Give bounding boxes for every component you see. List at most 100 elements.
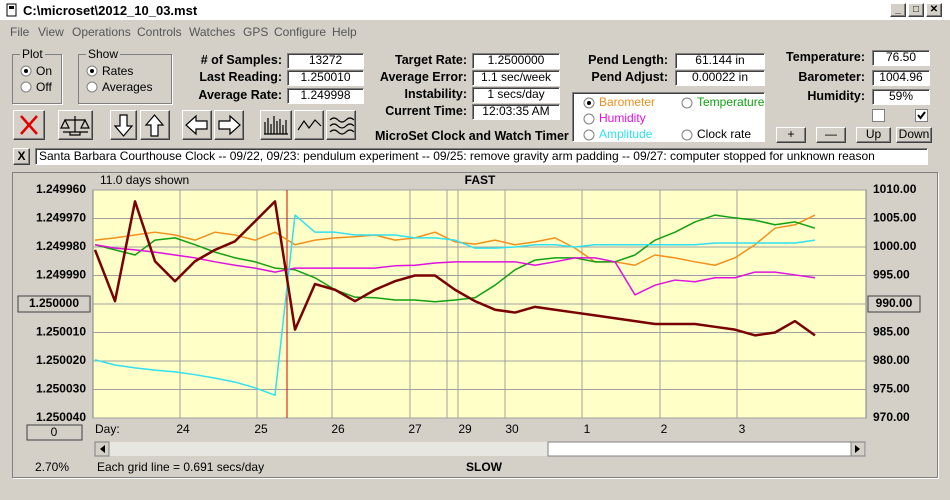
- offset-label: 0: [51, 425, 58, 439]
- radio-circle[interactable]: [20, 81, 32, 93]
- checkbox: [872, 109, 885, 122]
- icon-shape: [297, 119, 322, 131]
- tick-button[interactable]: [867, 295, 921, 313]
- field-label: Temperature:: [786, 50, 865, 64]
- radio-button: [681, 97, 693, 109]
- notes-field[interactable]: Santa Barbara Courthouse Clock -- 09/22,…: [35, 148, 928, 165]
- x-tick-label: 1: [584, 422, 591, 436]
- field-value: 61.144 in: [675, 53, 765, 69]
- side-button[interactable]: Up: [856, 127, 891, 143]
- x-tick-label: 26: [331, 422, 345, 436]
- field-value: 1 secs/day: [472, 87, 560, 103]
- series-line: [94, 214, 816, 396]
- radio-label[interactable]: Rates: [102, 64, 134, 78]
- close-button[interactable]: ✕: [926, 3, 942, 17]
- field-label: Instability:: [404, 87, 467, 101]
- legend-entry[interactable]: Humidity: [599, 111, 646, 125]
- radio-button: [583, 129, 595, 141]
- field-label: Pend Length:: [588, 53, 668, 67]
- menu-item[interactable]: File: [10, 25, 30, 39]
- checkbox-box[interactable]: [872, 109, 885, 122]
- side-button[interactable]: +: [776, 127, 806, 143]
- side-button[interactable]: Down: [896, 127, 932, 143]
- x-tick-label: 3: [739, 422, 746, 436]
- menu-item[interactable]: Operations: [72, 25, 131, 39]
- field-label: Humidity:: [807, 89, 865, 103]
- maximize-button[interactable]: □: [908, 3, 924, 17]
- menu-item[interactable]: Configure: [274, 25, 327, 39]
- field-value: 1.250010: [287, 70, 364, 86]
- radio-dot: [90, 69, 94, 73]
- icon-shape: [218, 114, 241, 136]
- chart-panel: [12, 172, 938, 478]
- radio-button: [86, 81, 98, 93]
- radio-button: [583, 113, 595, 125]
- field-value: 12:03:35 AM: [472, 104, 560, 120]
- y2-tick-label: 970.00: [873, 410, 910, 424]
- x-tick-label: 2: [661, 422, 668, 436]
- field-label: Target Rate:: [394, 53, 467, 67]
- y-tick-label: 1.250010: [36, 325, 86, 339]
- field-value: 76.50: [872, 50, 930, 66]
- icon-shape: [185, 114, 208, 136]
- y-tick-label: 1.250000: [29, 296, 79, 310]
- scroll-thumb[interactable]: [547, 441, 852, 457]
- tick-button[interactable]: [17, 295, 91, 313]
- toolbar-button[interactable]: [294, 110, 324, 140]
- menu-item[interactable]: GPS: [243, 25, 269, 39]
- toolbar-icon: [60, 116, 90, 136]
- side-button[interactable]: —: [816, 127, 846, 143]
- menu-item[interactable]: Watches: [189, 25, 236, 39]
- y-tick-label: 1.249980: [36, 239, 86, 253]
- close-notes-button[interactable]: X: [13, 148, 30, 165]
- toolbar-icon: [329, 117, 355, 135]
- radio-label[interactable]: On: [36, 64, 53, 78]
- x-tick-label: 24: [176, 422, 190, 436]
- radio-circle[interactable]: [86, 81, 98, 93]
- field-value: 0.00022 in: [675, 70, 765, 86]
- offset-button[interactable]: [26, 424, 83, 441]
- radio-circle[interactable]: [583, 113, 595, 125]
- icon-shape: [113, 114, 134, 137]
- toolbar-icon: [297, 119, 322, 131]
- icon-shape: [60, 116, 90, 136]
- y-tick-label: 1.250030: [36, 382, 86, 396]
- y2-tick-label: 980.00: [873, 353, 910, 367]
- minimize-button[interactable]: _: [890, 3, 906, 17]
- slow-label: SLOW: [466, 460, 503, 474]
- radio-circle[interactable]: [681, 129, 693, 141]
- field-label: Barometer:: [798, 70, 865, 84]
- icon-shape: [6, 3, 17, 17]
- series-line: [94, 214, 816, 303]
- menu-item[interactable]: Controls: [137, 25, 182, 39]
- group-title: Show: [86, 47, 121, 61]
- field-label: Pend Adjust:: [591, 70, 668, 84]
- y2-tick-label: 975.00: [873, 382, 910, 396]
- y-tick-label: 1.250020: [36, 353, 86, 367]
- radio-button: [20, 65, 32, 77]
- toolbar-button[interactable]: [13, 110, 45, 140]
- icon-shape: [20, 115, 38, 135]
- arrow-shape: [855, 445, 860, 453]
- title-bar: [0, 0, 950, 21]
- radio-button: [583, 97, 595, 109]
- legend-entry[interactable]: Barometer: [599, 95, 656, 109]
- radio-label[interactable]: Averages: [102, 80, 153, 94]
- radio-circle[interactable]: [681, 97, 693, 109]
- legend-entry[interactable]: Clock rate: [697, 127, 752, 141]
- legend-entry[interactable]: Temperature: [697, 95, 765, 109]
- radio-label[interactable]: Off: [36, 80, 52, 94]
- field-label: Current Time:: [385, 104, 467, 118]
- legend-entry[interactable]: Amplitude: [599, 127, 653, 141]
- y2-tick-label: 990.00: [876, 296, 913, 310]
- check-mark: [917, 111, 926, 120]
- menu-item[interactable]: Help: [332, 25, 357, 39]
- radio-circle[interactable]: [583, 129, 595, 141]
- toolbar-icon: [264, 116, 288, 135]
- x-tick-label: 27: [408, 422, 422, 436]
- toolbar-icon: [218, 114, 241, 136]
- menu-item[interactable]: View: [38, 25, 64, 39]
- field-label: Average Rate:: [198, 88, 282, 102]
